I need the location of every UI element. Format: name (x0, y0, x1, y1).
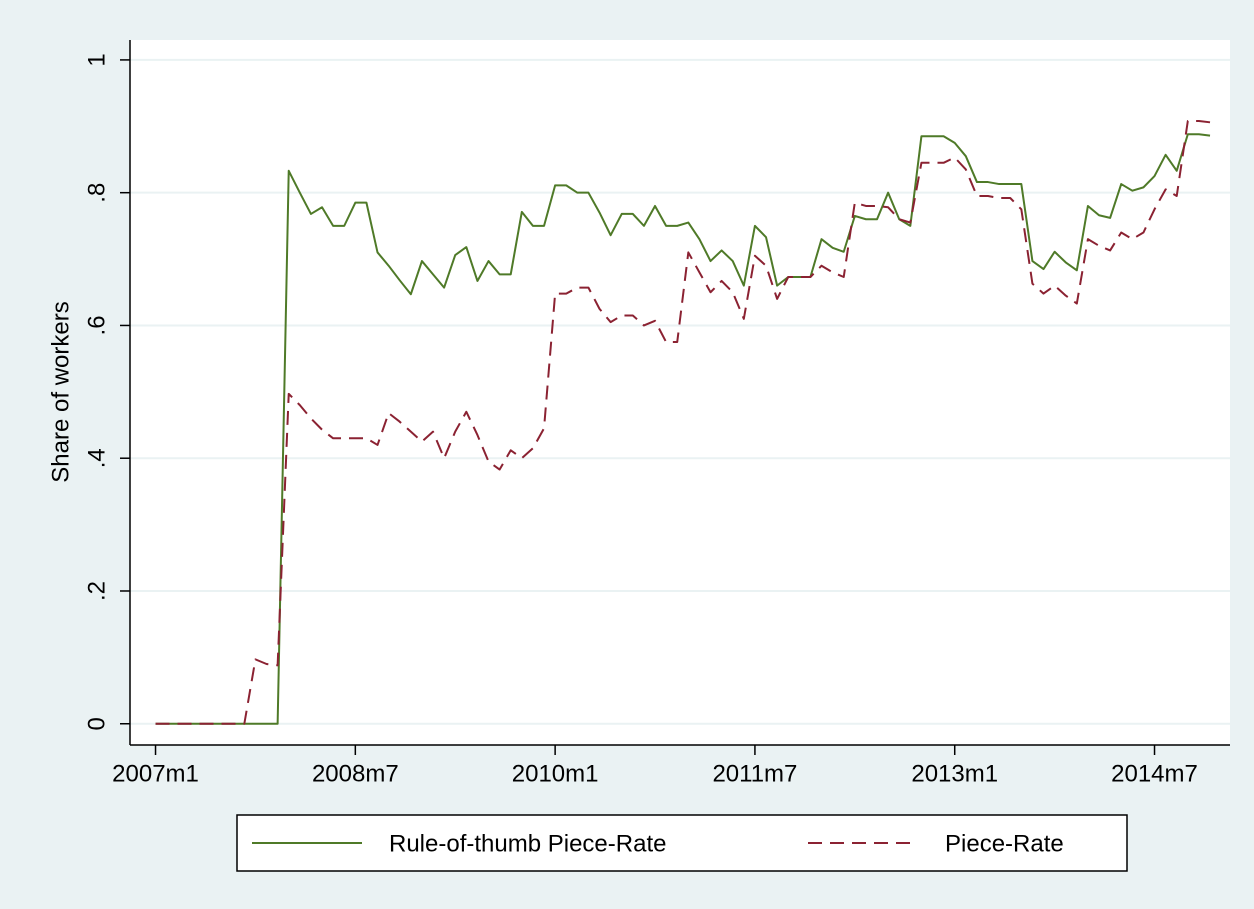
legend-box (236, 814, 1128, 872)
x-tick-label: 2008m7 (312, 760, 399, 787)
legend-label: Piece-Rate (945, 830, 1064, 857)
x-tick-label: 2013m1 (911, 760, 998, 787)
y-tick-label: .8 (83, 183, 110, 203)
plot-area (130, 40, 1230, 745)
series-line (155, 133, 1211, 725)
series-line (155, 119, 1211, 725)
y-tick-label: 1 (83, 53, 110, 66)
y-tick-label: 0 (83, 717, 110, 730)
y-tick-label: .6 (83, 315, 110, 335)
y-tick-label: .4 (83, 448, 110, 468)
x-tick-label: 2011m7 (712, 760, 797, 787)
y-tick-label: .2 (83, 581, 110, 601)
x-tick-label: 2007m1 (112, 760, 199, 787)
x-tick-label: 2010m1 (512, 760, 599, 787)
x-tick-label: 2014m7 (1111, 760, 1198, 787)
y-axis-label: Share of workers (47, 301, 74, 482)
legend-label: Rule-of-thumb Piece-Rate (389, 830, 666, 857)
